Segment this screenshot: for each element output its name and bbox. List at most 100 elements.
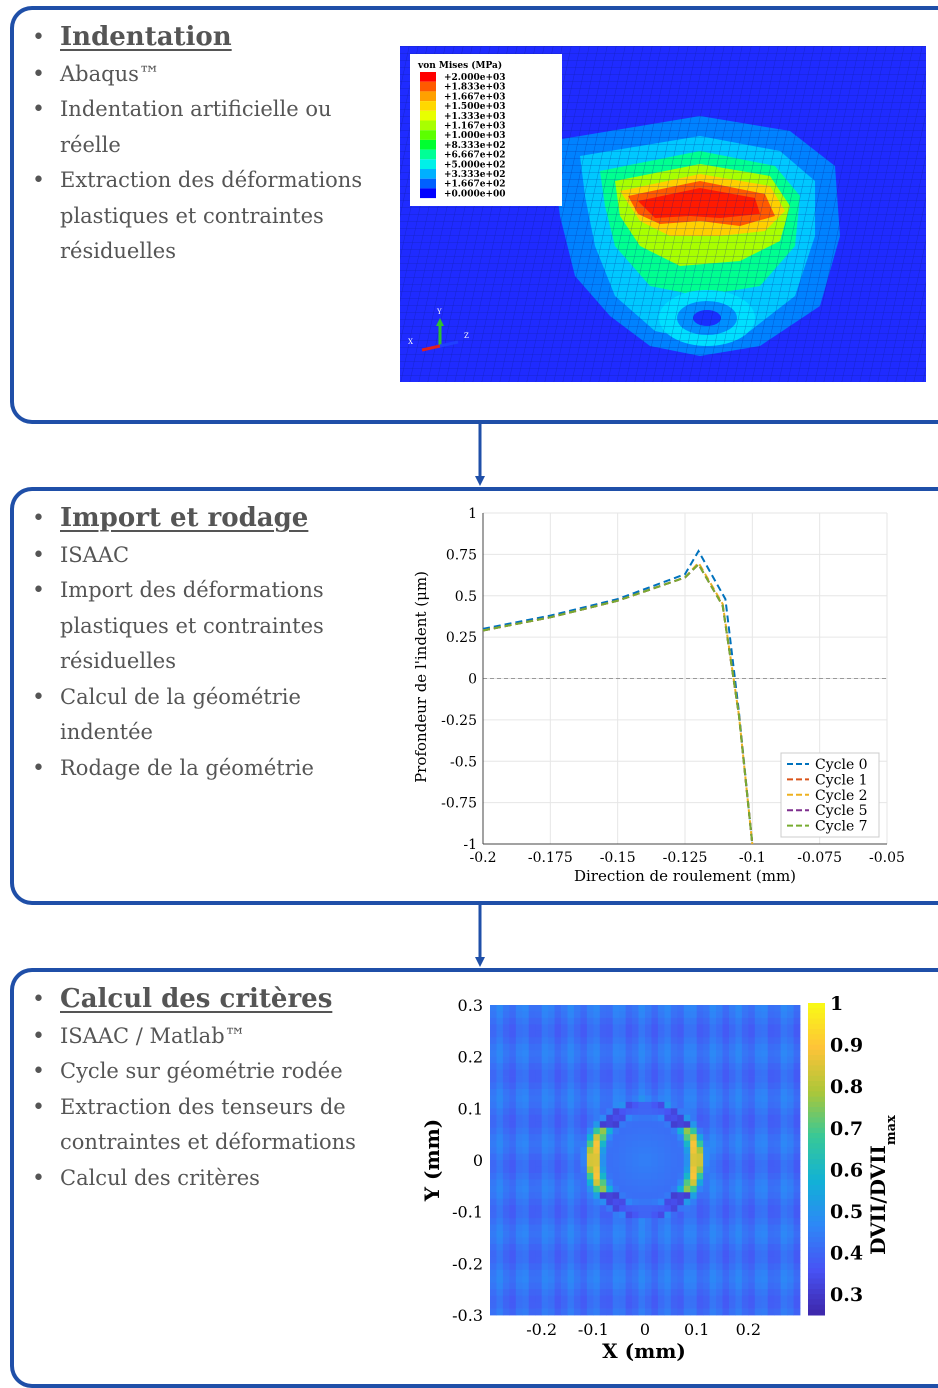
heatmap-cell: [535, 1030, 543, 1038]
heatmap-cell: [502, 1250, 510, 1258]
heatmap-cell: [502, 1172, 510, 1180]
heatmap-cell: [677, 1076, 685, 1083]
heatmap-cell: [554, 1108, 562, 1116]
heatmap-cell: [741, 1114, 749, 1122]
heatmap-cell: [690, 1282, 698, 1290]
heatmap-cell: [586, 1030, 594, 1038]
heatmap-cell: [735, 1063, 743, 1070]
heatmap-cell: [509, 1198, 517, 1206]
heatmap-cell: [774, 1250, 782, 1258]
heatmap-cell: [787, 1198, 794, 1206]
heatmap-cell: [593, 1108, 601, 1116]
heatmap-cell: [502, 1005, 510, 1012]
heatmap-cell: [709, 1030, 717, 1038]
heatmap-cell: [561, 1088, 568, 1096]
colorbar-segment: [808, 1096, 825, 1103]
heatmap-cell: [522, 1121, 530, 1129]
heatmap-cell: [606, 1269, 614, 1277]
heatmap-cell: [716, 1069, 723, 1077]
heatmap-cell: [677, 1276, 685, 1284]
heatmap-cell: [548, 1140, 555, 1148]
heatmap-cell: [664, 1140, 672, 1148]
heatmap-cell: [761, 1024, 769, 1032]
y-tick-label: 0.75: [446, 547, 477, 563]
heatmap-cell: [696, 1030, 704, 1038]
heatmap-cell: [586, 1063, 594, 1070]
heatmap-cell: [535, 1308, 543, 1316]
heatmap-cell: [561, 1282, 568, 1290]
heatmap-cell: [761, 1276, 769, 1284]
heatmap-cell: [496, 1043, 504, 1051]
heatmap-cell: [728, 1134, 736, 1142]
heatmap-cell: [645, 1160, 652, 1167]
heatmap-cell: [709, 1017, 717, 1025]
heatmap-cell: [625, 1276, 633, 1284]
heatmap-cell: [496, 1172, 504, 1180]
heatmap-cell: [573, 1153, 581, 1161]
heatmap-cell: [664, 1237, 672, 1245]
heatmap-cell: [703, 1250, 710, 1258]
heatmap-cell: [567, 1114, 575, 1122]
heatmap-cell: [677, 1263, 685, 1271]
heatmap-cell: [554, 1088, 562, 1096]
heatmap-cell: [741, 1289, 749, 1297]
heatmap-cell: [619, 1218, 627, 1225]
heatmap-cell: [554, 1005, 562, 1012]
heatmap-cell: [567, 1250, 575, 1258]
heatmap-cell: [696, 1192, 704, 1200]
heatmap-cell: [606, 1108, 614, 1116]
heatmap-cell: [735, 1185, 743, 1193]
heatmap-cell: [645, 1295, 652, 1303]
heatmap-cell: [606, 1160, 614, 1167]
heatmap-cell: [716, 1205, 723, 1213]
heatmap-cell: [496, 1237, 504, 1245]
heatmap-cell: [748, 1024, 756, 1032]
heatmap-cell: [709, 1147, 717, 1154]
heatmap-cell: [528, 1101, 536, 1109]
heatmap-cell: [651, 1056, 659, 1064]
heatmap-cell: [787, 1030, 794, 1038]
heatmap-cell: [696, 1076, 704, 1083]
heatmap-cell: [774, 1005, 782, 1012]
heatmap-cell: [599, 1101, 607, 1109]
heatmap-cell: [696, 1160, 704, 1167]
heatmap-cell: [496, 1121, 504, 1129]
heatmap-cell: [535, 1011, 543, 1019]
heatmap-cell: [619, 1063, 627, 1070]
heatmap-cell: [528, 1153, 536, 1161]
heatmap-cell: [515, 1121, 523, 1129]
heatmap-cell: [741, 1011, 749, 1019]
heatmap-cell: [606, 1250, 614, 1258]
heatmap-cell: [709, 1011, 717, 1019]
heatmap-cell: [709, 1037, 717, 1045]
heatmap-cell: [767, 1295, 775, 1303]
heatmap-cell: [638, 1282, 646, 1290]
heatmap-cell: [573, 1063, 581, 1070]
bullet-item: • Cycle sur géométrie rodée: [32, 1059, 343, 1084]
heatmap-cell: [787, 1011, 794, 1019]
heatmap-cell: [657, 1030, 665, 1038]
heatmap-cell: [638, 1205, 646, 1213]
heatmap-cell: [619, 1295, 627, 1303]
heatmap-cell: [535, 1108, 543, 1116]
heatmap-cell: [509, 1263, 517, 1271]
heatmap-cell: [502, 1108, 510, 1116]
heatmap-cell: [619, 1282, 627, 1290]
heatmap-cell: [625, 1295, 633, 1303]
colorbar-segment: [808, 1107, 825, 1113]
heatmap-cell: [593, 1063, 601, 1070]
heatmap-cell: [509, 1166, 517, 1174]
heatmap-cell: [677, 1095, 685, 1103]
heatmap-cell: [580, 1147, 588, 1154]
heatmap-cell: [632, 1024, 639, 1032]
heatmap-cell: [561, 1069, 568, 1077]
heatmap-cell: [599, 1063, 607, 1070]
heatmap-cell: [709, 1056, 717, 1064]
heatmap-cell: [502, 1082, 510, 1090]
heatmap-cell: [509, 1140, 517, 1148]
heatmap-cell: [554, 1140, 562, 1148]
heatmap-cell: [606, 1056, 614, 1064]
heatmap-cell: [625, 1076, 633, 1083]
heatmap-cell: [657, 1282, 665, 1290]
heatmap-cell: [709, 1160, 717, 1167]
